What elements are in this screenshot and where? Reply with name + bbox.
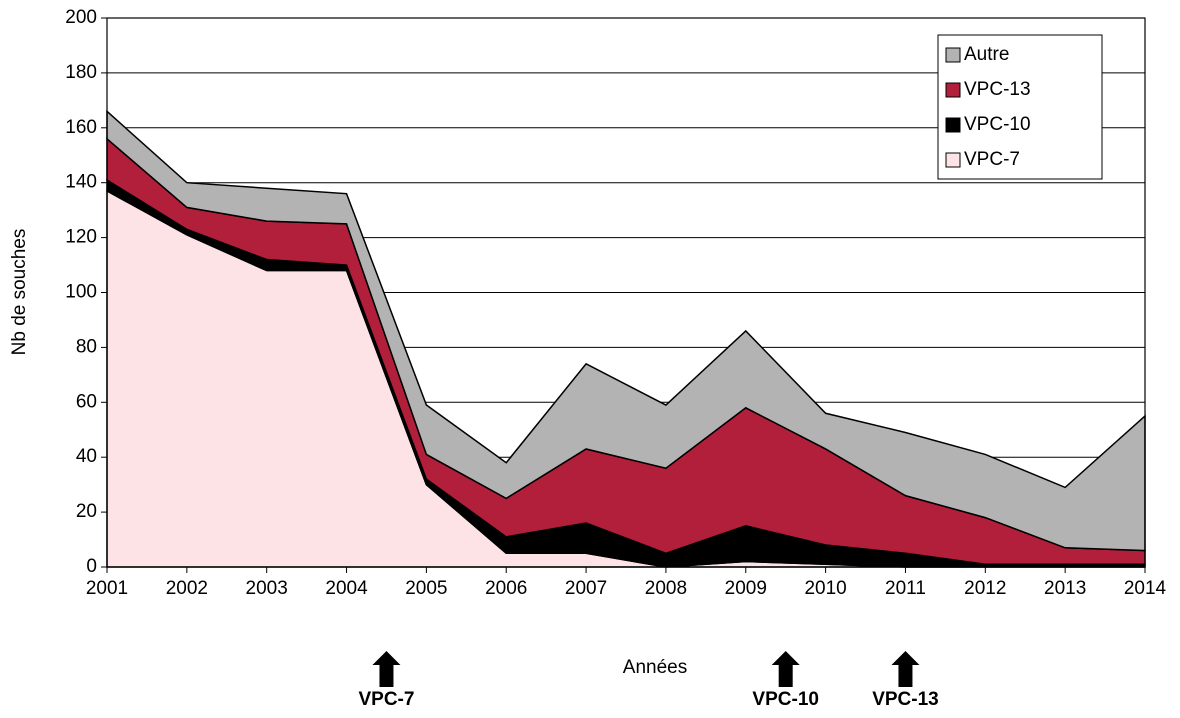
- legend-label: VPC-7: [964, 149, 1020, 170]
- x-tick-label: 2012: [964, 578, 1006, 599]
- arrow: [891, 651, 920, 687]
- y-tick-label: 0: [86, 556, 97, 577]
- legend-label: VPC-13: [964, 79, 1031, 100]
- x-tick-label: 2001: [86, 578, 128, 599]
- x-tick-label: 2003: [246, 578, 288, 599]
- legend-swatch: [945, 117, 961, 133]
- legend-swatch: [945, 152, 961, 168]
- y-tick-label: 100: [65, 282, 97, 303]
- annotation: VPC-7: [358, 689, 414, 710]
- x-tick-label: 2008: [645, 578, 687, 599]
- legend-box: [937, 34, 1103, 180]
- y-tick-label: 60: [76, 391, 97, 412]
- x-tick-label: 2014: [1124, 578, 1167, 599]
- x-tick-label: 2007: [565, 578, 607, 599]
- x-tick-label: 2009: [725, 578, 767, 599]
- x-tick-label: 2010: [804, 578, 846, 599]
- x-tick-label: 2013: [1044, 578, 1086, 599]
- y-tick-label: 20: [76, 501, 97, 522]
- legend-swatch: [945, 47, 961, 63]
- y-tick-label: 80: [76, 336, 97, 357]
- legend-label: Autre: [964, 44, 1009, 65]
- annotation: VPC-13: [872, 689, 939, 710]
- arrow: [372, 651, 401, 687]
- y-tick-label: 200: [65, 7, 97, 28]
- y-tick-label: 140: [65, 172, 97, 193]
- legend-swatch: [945, 82, 961, 98]
- annotation: VPC-10: [752, 689, 819, 710]
- x-tick-label: 2002: [166, 578, 208, 599]
- arrow: [771, 651, 800, 687]
- plot-border: [106, 17, 1146, 568]
- y-tick-label: 180: [65, 62, 97, 83]
- x-tick-label: 2004: [325, 578, 368, 599]
- x-tick-label: 2006: [485, 578, 527, 599]
- x-tick-label: 2011: [885, 578, 926, 599]
- y-tick-label: 160: [65, 117, 97, 138]
- x-axis-label: Années: [623, 657, 687, 678]
- y-axis-label: Nb de souches: [9, 229, 30, 356]
- x-tick-label: 2005: [405, 578, 447, 599]
- y-tick-label: 40: [76, 446, 97, 467]
- y-tick-label: 120: [65, 227, 97, 248]
- legend-label: VPC-10: [964, 114, 1031, 135]
